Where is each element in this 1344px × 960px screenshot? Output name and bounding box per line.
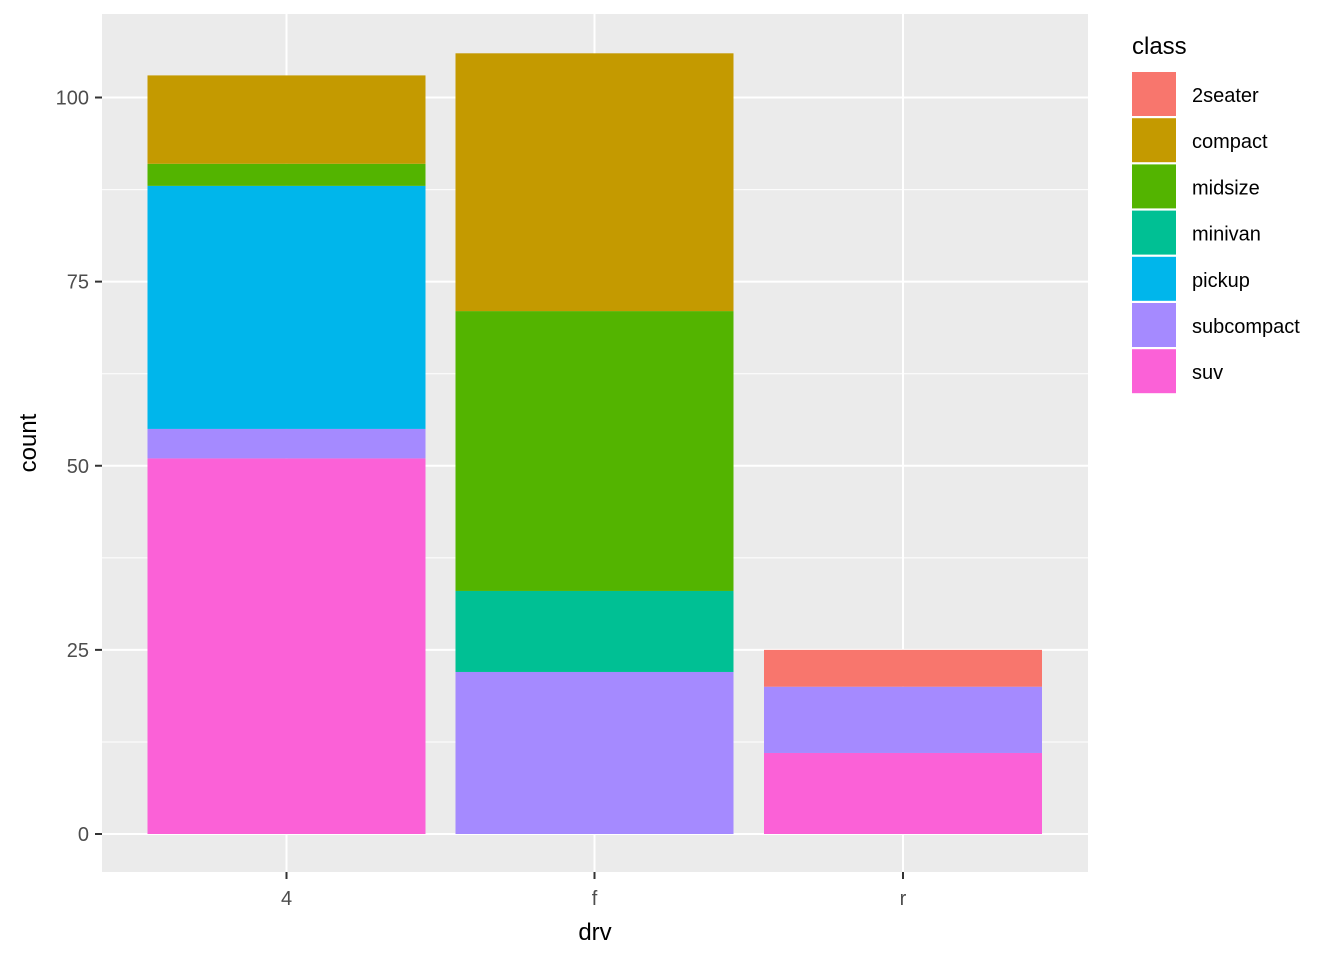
- legend-swatch-pickup: [1132, 256, 1176, 301]
- bar-segment-pickup: [147, 185, 426, 429]
- legend: 2seater compact midsize minivan pickup subcom…: [1132, 72, 1300, 394]
- bars: [147, 53, 1042, 834]
- legend-label-suv: suv: [1192, 362, 1223, 384]
- y-tick-label: 0: [78, 824, 89, 846]
- legend-label-pickup: pickup: [1192, 270, 1250, 292]
- y-tick-label: 75: [67, 272, 89, 294]
- legend-label-2seater: 2seater: [1192, 85, 1259, 107]
- legend-swatch-2seater: [1132, 72, 1176, 116]
- legend-swatch-suv: [1132, 349, 1176, 394]
- bar-segment-2seater: [764, 649, 1042, 687]
- y-tick-label: 100: [56, 88, 89, 110]
- bar-segment-minivan: [455, 590, 734, 672]
- bar-segment-compact: [455, 53, 734, 312]
- y-tick-label: 50: [67, 456, 89, 478]
- bar-segment-subcompact: [455, 671, 734, 834]
- bar-segment-subcompact: [764, 686, 1042, 753]
- bar-segment-subcompact: [147, 428, 426, 459]
- bar-segment-suv: [147, 458, 426, 834]
- y-axis-title: count: [15, 413, 42, 472]
- x-tick-label: r: [900, 888, 907, 910]
- y-axis: 0 25 50 75 100: [56, 88, 102, 846]
- legend-title: class: [1132, 33, 1187, 60]
- x-axis-title: drv: [578, 919, 611, 946]
- legend-label-subcompact: subcompact: [1192, 316, 1300, 338]
- legend-swatch-subcompact: [1132, 303, 1176, 347]
- legend-swatch-midsize: [1132, 164, 1176, 209]
- legend-label-compact: compact: [1192, 131, 1268, 153]
- y-tick-label: 25: [67, 640, 89, 662]
- x-axis: 4 f r: [281, 872, 907, 910]
- bar-segment-suv: [764, 752, 1042, 834]
- x-tick-label: 4: [281, 888, 292, 910]
- bar-segment-midsize: [455, 311, 734, 591]
- x-tick-label: f: [592, 888, 598, 910]
- legend-label-minivan: minivan: [1192, 224, 1261, 246]
- legend-swatch-minivan: [1132, 210, 1176, 255]
- legend-label-midsize: midsize: [1192, 177, 1260, 199]
- bar-segment-compact: [147, 75, 426, 164]
- legend-swatch-compact: [1132, 118, 1176, 163]
- bar-segment-midsize: [147, 163, 426, 186]
